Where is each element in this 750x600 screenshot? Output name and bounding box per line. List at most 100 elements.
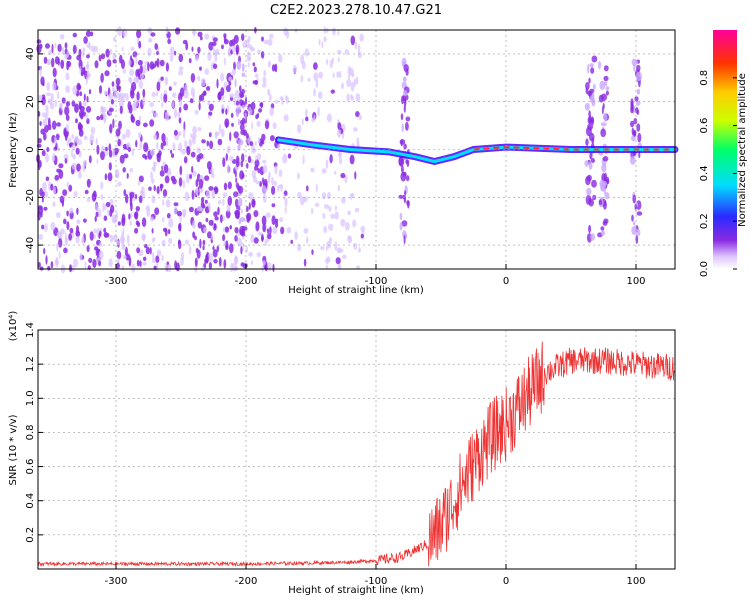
- band-blob: [405, 159, 409, 165]
- noise-blob: [139, 260, 142, 268]
- noise-blob: [112, 118, 115, 129]
- noise-blob: [89, 231, 94, 241]
- noise-blob: [290, 239, 294, 244]
- x-tick-label: 100: [626, 576, 645, 587]
- band-blob: [407, 200, 410, 209]
- noise-blob: [207, 51, 212, 62]
- noise-blob: [100, 145, 106, 152]
- noise-blob: [204, 206, 210, 214]
- noise-blob: [156, 142, 159, 150]
- noise-blob: [265, 212, 271, 219]
- noise-blob: [134, 227, 139, 234]
- noise-blob: [227, 181, 232, 190]
- noise-blob: [40, 212, 43, 218]
- y-tick-label: 0.6: [25, 459, 36, 475]
- band-blob: [400, 113, 404, 121]
- noise-blob: [69, 227, 74, 234]
- noise-blob: [337, 263, 342, 270]
- noise-blob: [43, 56, 48, 64]
- noise-blob: [161, 239, 166, 247]
- noise-blob: [251, 121, 254, 130]
- noise-blob: [136, 36, 139, 45]
- noise-blob: [240, 246, 243, 255]
- noise-blob: [204, 175, 210, 181]
- noise-blob: [173, 81, 177, 86]
- noise-blob: [197, 221, 203, 229]
- noise-blob: [257, 231, 263, 236]
- noise-blob: [328, 206, 332, 212]
- noise-blob: [188, 138, 192, 148]
- noise-blob: [257, 136, 261, 144]
- noise-blob: [203, 226, 208, 234]
- noise-blob: [129, 77, 132, 84]
- noise-blob: [211, 234, 214, 241]
- noise-blob: [100, 114, 104, 121]
- band-blob: [631, 226, 637, 235]
- noise-blob: [173, 129, 178, 136]
- noise-blob: [253, 237, 259, 244]
- noise-blob: [224, 226, 230, 233]
- noise-blob: [74, 103, 79, 113]
- colorbar-gradient: [713, 30, 737, 269]
- noise-blob: [137, 68, 141, 77]
- snr-frame: [37, 329, 676, 570]
- colorbar-tick-label: 0.6: [699, 118, 710, 134]
- noise-blob: [164, 228, 168, 237]
- snr-trace: [37, 341, 676, 568]
- noise-blob: [101, 106, 107, 113]
- noise-blob: [112, 59, 117, 64]
- noise-blob: [247, 62, 250, 68]
- colorbar-tick-label: 0.4: [699, 165, 710, 181]
- noise-blob: [344, 174, 348, 184]
- noise-blob: [85, 113, 88, 120]
- noise-blob: [199, 66, 202, 71]
- noise-blob: [57, 57, 60, 66]
- noise-blob: [197, 46, 201, 54]
- noise-blob: [156, 249, 162, 257]
- noise-blob: [160, 92, 163, 101]
- noise-blob: [209, 140, 214, 150]
- band-blob: [399, 212, 403, 221]
- noise-blob: [261, 215, 267, 226]
- band-blob: [590, 233, 595, 241]
- noise-blob: [43, 247, 46, 255]
- noise-blob: [262, 76, 267, 84]
- noise-blob: [100, 53, 106, 60]
- noise-blob: [78, 59, 83, 70]
- noise-blob: [321, 192, 327, 200]
- noise-blob: [122, 227, 125, 234]
- noise-blob: [84, 189, 89, 195]
- colorbar-tick-label: 0.8: [699, 70, 710, 86]
- noise-blob: [205, 253, 209, 264]
- noise-blob: [56, 231, 62, 239]
- noise-blob: [253, 66, 257, 73]
- band-blob: [631, 214, 634, 222]
- noise-blob: [262, 164, 268, 174]
- noise-blob: [153, 161, 157, 167]
- noise-blob: [231, 68, 236, 76]
- noise-blob: [112, 52, 117, 62]
- noise-blob: [186, 146, 189, 152]
- noise-blob: [153, 185, 156, 192]
- band-blob: [235, 209, 241, 218]
- noise-blob: [142, 261, 147, 266]
- noise-blob: [75, 138, 79, 144]
- noise-blob: [216, 78, 219, 89]
- noise-blob: [277, 144, 281, 149]
- x-tick-label: -300: [105, 276, 128, 287]
- noise-blob: [40, 76, 45, 86]
- noise-blob: [51, 120, 57, 130]
- noise-blob: [327, 191, 331, 200]
- noise-blob: [166, 171, 172, 176]
- band-blob: [604, 192, 610, 200]
- noise-blob: [202, 239, 206, 246]
- noise-blob: [94, 216, 97, 222]
- noise-blob: [103, 90, 109, 95]
- band-blob: [587, 63, 590, 74]
- noise-blob: [355, 93, 361, 102]
- band-blob: [584, 160, 589, 167]
- noise-blob: [77, 139, 82, 146]
- band-blob: [399, 139, 406, 145]
- noise-blob: [271, 215, 276, 226]
- noise-blob: [71, 133, 75, 140]
